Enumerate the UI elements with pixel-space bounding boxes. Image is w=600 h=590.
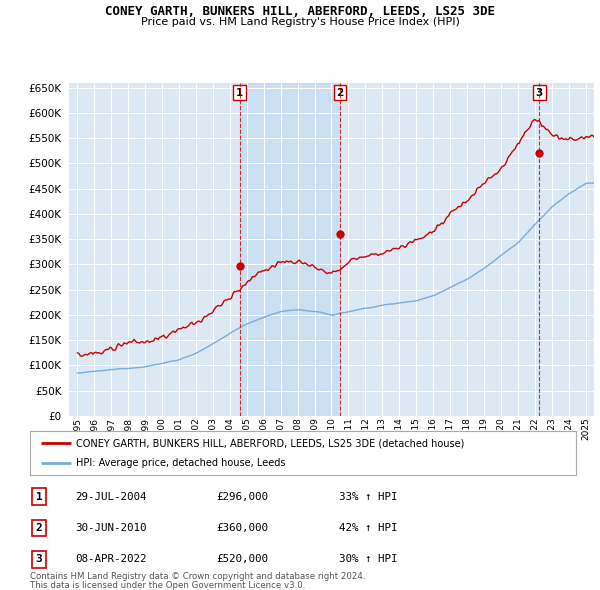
Text: 08-APR-2022: 08-APR-2022 [75,555,146,564]
Text: 3: 3 [536,87,543,97]
Text: 2: 2 [337,87,344,97]
Text: 3: 3 [35,555,43,564]
Text: 30% ↑ HPI: 30% ↑ HPI [339,555,397,564]
Text: 29-JUL-2004: 29-JUL-2004 [75,492,146,502]
Bar [239,83,340,416]
Text: Price paid vs. HM Land Registry's House Price Index (HPI): Price paid vs. HM Land Registry's House … [140,17,460,27]
Text: 1: 1 [236,87,243,97]
Text: CONEY GARTH, BUNKERS HILL, ABERFORD, LEEDS, LS25 3DE (detached house): CONEY GARTH, BUNKERS HILL, ABERFORD, LEE… [76,438,465,448]
Text: £296,000: £296,000 [216,492,268,502]
Text: HPI: Average price, detached house, Leeds: HPI: Average price, detached house, Leed… [76,458,286,468]
Text: 42% ↑ HPI: 42% ↑ HPI [339,523,397,533]
Text: 33% ↑ HPI: 33% ↑ HPI [339,492,397,502]
Text: £360,000: £360,000 [216,523,268,533]
Text: CONEY GARTH, BUNKERS HILL, ABERFORD, LEEDS, LS25 3DE: CONEY GARTH, BUNKERS HILL, ABERFORD, LEE… [105,5,495,18]
Text: 1: 1 [35,492,43,502]
Text: £520,000: £520,000 [216,555,268,564]
Text: 30-JUN-2010: 30-JUN-2010 [75,523,146,533]
Text: 2: 2 [35,523,43,533]
Text: Contains HM Land Registry data © Crown copyright and database right 2024.: Contains HM Land Registry data © Crown c… [30,572,365,581]
Text: This data is licensed under the Open Government Licence v3.0.: This data is licensed under the Open Gov… [30,581,305,590]
